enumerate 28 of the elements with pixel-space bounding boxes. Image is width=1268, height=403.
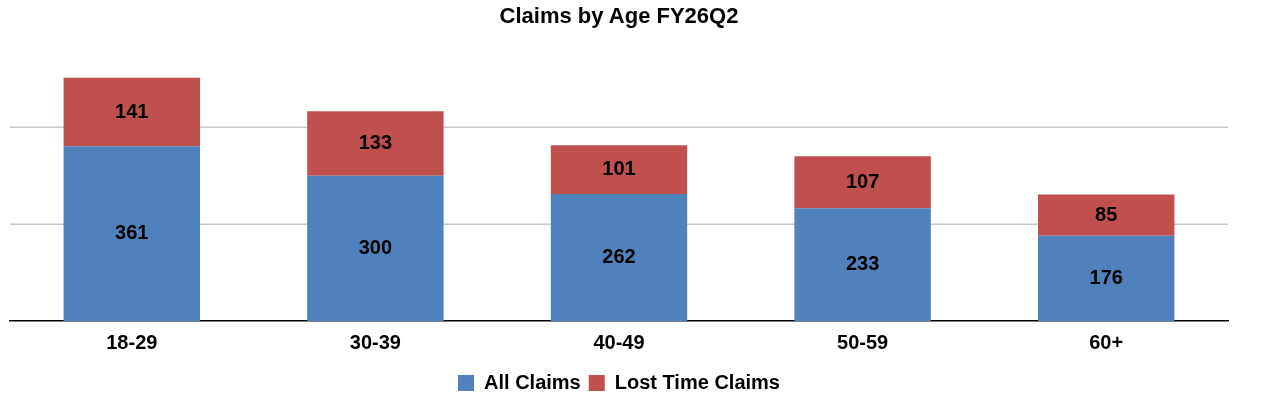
x-tick-label: 40-49 [593, 330, 645, 353]
bar [794, 208, 931, 321]
legend-label: All Claims [484, 370, 581, 393]
x-tick-label: 30-39 [349, 330, 401, 353]
data-label: 262 [602, 245, 636, 268]
data-label: 176 [1089, 265, 1123, 288]
bar [794, 156, 931, 209]
data-label: 85 [1095, 202, 1118, 225]
x-tick-label: 50-59 [837, 330, 889, 353]
bar [550, 145, 688, 195]
bar [550, 194, 688, 321]
bar [307, 111, 444, 176]
legend-label: Lost Time Claims [614, 370, 780, 393]
data-label: 101 [602, 157, 636, 180]
data-label: 133 [358, 131, 393, 154]
bar [63, 77, 201, 147]
data-label: 300 [358, 235, 393, 258]
data-label: 361 [115, 221, 149, 244]
bar [63, 146, 201, 321]
data-label: 107 [845, 169, 880, 192]
bar [1037, 235, 1175, 321]
chart-title: Claims by Age FY26Q2 [499, 3, 739, 29]
data-label: 233 [845, 252, 880, 275]
data-label: 141 [115, 99, 149, 122]
x-tick-label: 60+ [1089, 330, 1124, 353]
x-tick-label: 18-29 [106, 330, 158, 353]
bar [1037, 194, 1175, 236]
bar [307, 175, 444, 321]
